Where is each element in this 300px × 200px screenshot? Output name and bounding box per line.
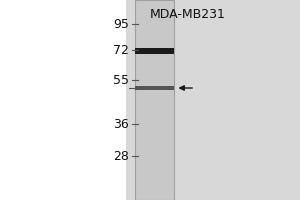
Text: MDA-MB231: MDA-MB231 bbox=[150, 8, 226, 21]
Text: 28: 28 bbox=[113, 150, 129, 162]
Bar bbox=[135, 0, 174, 200]
Bar bbox=[135, 86, 174, 90]
Text: 95: 95 bbox=[113, 18, 129, 30]
Text: 55: 55 bbox=[113, 73, 129, 86]
Bar bbox=[126, 0, 300, 200]
Text: 36: 36 bbox=[113, 117, 129, 130]
Bar bbox=[0, 0, 126, 200]
Text: 72: 72 bbox=[113, 44, 129, 56]
Bar bbox=[135, 48, 174, 54]
